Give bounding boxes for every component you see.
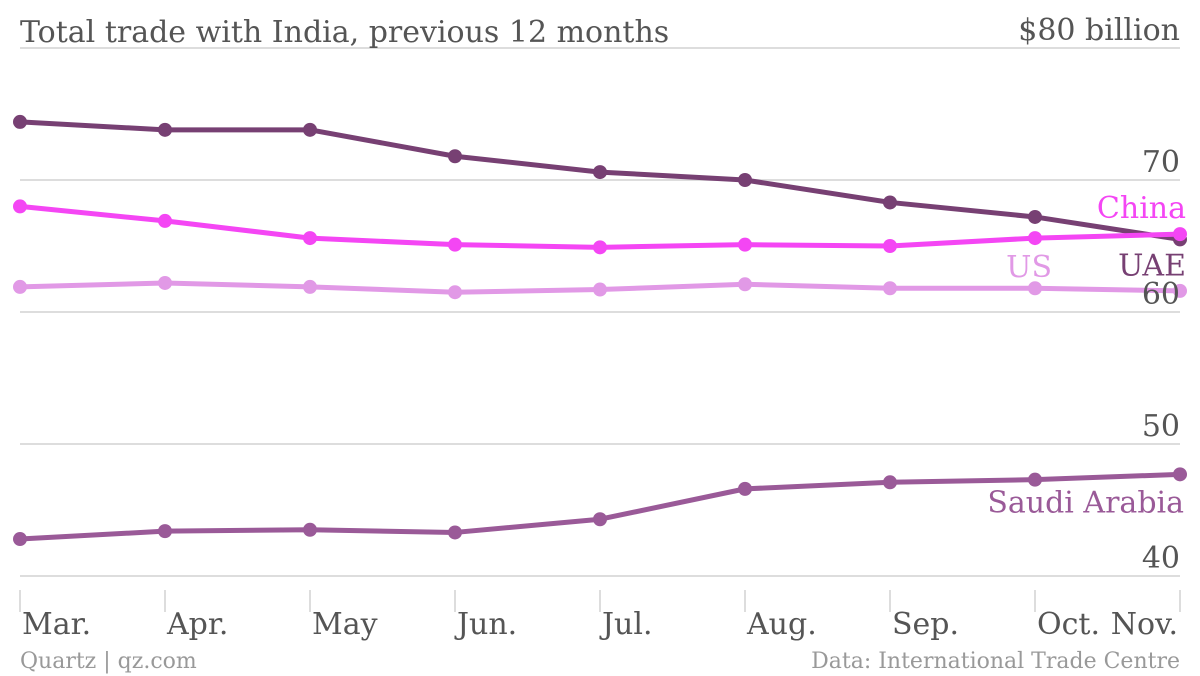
y-unit-label: $80 billion — [1018, 13, 1180, 48]
data-point-saudi-arabia — [158, 524, 172, 539]
y-tick-label-50: 50 — [1142, 409, 1180, 444]
data-point-china — [1173, 227, 1187, 242]
data-point-saudi-arabia — [883, 475, 897, 490]
series-label-us: US — [1006, 250, 1052, 285]
x-tick-label: Nov. — [1111, 607, 1178, 642]
x-tick-label: May — [312, 607, 378, 642]
x-tick-label: Oct. — [1037, 607, 1100, 642]
data-point-saudi-arabia — [738, 481, 752, 496]
series-label-china: China — [1097, 191, 1186, 226]
data-point-saudi-arabia — [1173, 467, 1187, 482]
x-tick-labels: Mar. Apr. May Jun. Jul. Aug. Sep. Oct. Nov. — [22, 607, 1178, 642]
chart-title: Total trade with India, previous 12 mont… — [20, 15, 669, 50]
data-point-saudi-arabia — [448, 525, 462, 540]
y-tick-label-60: 60 — [1142, 277, 1180, 312]
x-tick-marks — [19, 590, 1181, 612]
data-point-us — [883, 281, 897, 296]
footer-source-right: Data: International Trade Centre — [811, 649, 1180, 674]
x-tick-label: Mar. — [22, 607, 91, 642]
data-point-saudi-arabia — [303, 522, 317, 537]
series-labels: UAE China US Saudi Arabia — [987, 191, 1186, 520]
data-point-us — [1028, 281, 1042, 296]
data-point-us — [738, 277, 752, 292]
x-tick-label: Sep. — [892, 607, 959, 642]
y-tick-label-40: 40 — [1142, 541, 1180, 576]
data-point-uae — [883, 195, 897, 210]
y-tick-label-70: 70 — [1142, 145, 1180, 180]
data-point-us — [593, 282, 607, 297]
data-point-saudi-arabia — [13, 532, 27, 547]
data-point-uae — [448, 149, 462, 164]
data-point-uae — [303, 122, 317, 137]
data-point-saudi-arabia — [593, 512, 607, 527]
data-point-china — [738, 237, 752, 252]
data-point-us — [13, 279, 27, 294]
y-tick-labels: $80 billion 70 60 50 40 — [1018, 13, 1180, 576]
data-point-china — [448, 237, 462, 252]
data-point-us — [303, 279, 317, 294]
data-point-china — [13, 199, 27, 214]
gridlines — [20, 47, 1180, 577]
data-point-us — [448, 285, 462, 300]
data-point-uae — [13, 114, 27, 129]
data-point-china — [158, 213, 172, 228]
series-label-saudi-arabia: Saudi Arabia — [987, 485, 1184, 520]
data-point-china — [303, 231, 317, 246]
x-tick-label: Aug. — [746, 607, 817, 642]
x-tick-label: Jul. — [599, 607, 652, 642]
data-point-china — [593, 240, 607, 255]
data-point-uae — [158, 122, 172, 137]
series-label-uae: UAE — [1118, 248, 1186, 283]
data-point-us — [158, 275, 172, 290]
x-tick-label: Jun. — [454, 607, 517, 642]
data-point-uae — [1028, 209, 1042, 224]
series-lines — [17, 119, 1183, 542]
x-tick-label: Apr. — [166, 607, 228, 642]
data-point-china — [883, 239, 897, 253]
data-points — [13, 114, 1187, 547]
data-point-uae — [738, 173, 752, 187]
footer-source-left: Quartz | qz.com — [20, 649, 197, 674]
data-point-china — [1028, 231, 1042, 246]
data-point-uae — [593, 165, 607, 180]
data-point-us — [1173, 283, 1187, 298]
data-point-saudi-arabia — [1028, 472, 1042, 487]
